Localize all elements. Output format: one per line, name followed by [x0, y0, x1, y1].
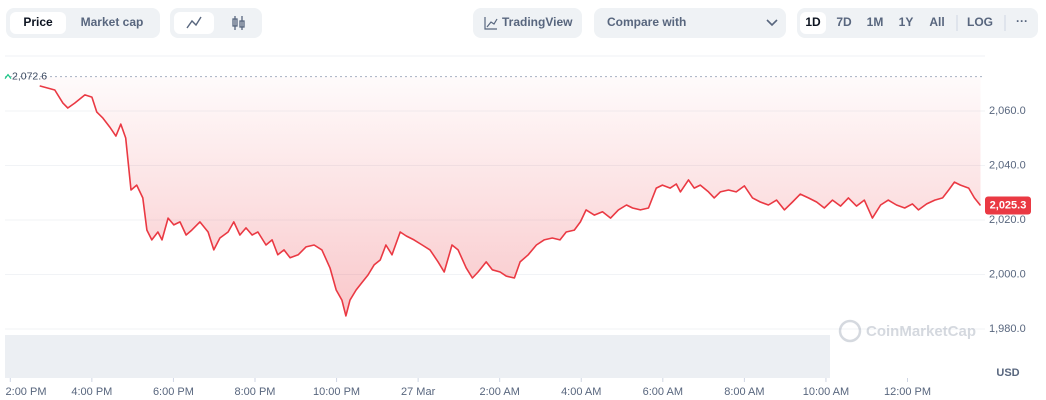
candle-icon[interactable] — [232, 16, 245, 30]
y-tick-label: 2,000.0 — [989, 268, 1026, 280]
x-tick-label: 4:00 PM — [71, 386, 112, 398]
x-tick-label: 10:00 PM — [313, 386, 360, 398]
tradingview-label[interactable]: TradingView — [502, 15, 573, 29]
last-price-box — [985, 196, 1031, 215]
x-tick-label: 2:00 AM — [480, 386, 520, 398]
currency-label: USD — [996, 367, 1019, 379]
range-group — [797, 8, 1038, 38]
range-button[interactable]: 1Y — [899, 15, 914, 29]
reference-label: 2,072.6 — [12, 70, 47, 82]
tv-icon-line — [486, 18, 498, 28]
line-icon — [186, 16, 202, 29]
compare-label[interactable]: Compare with — [607, 15, 686, 29]
tradingview-button[interactable] — [473, 8, 582, 38]
range-active-bg — [800, 12, 826, 34]
price-line — [39, 85, 982, 317]
range-button[interactable]: 1D — [805, 15, 821, 29]
tab-price[interactable]: Price — [23, 15, 53, 29]
x-tick-label: 6:00 PM — [153, 386, 194, 398]
x-tick-label: 8:00 PM — [235, 386, 276, 398]
x-tick-label: 12:00 PM — [884, 386, 931, 398]
watermark: CoinMarketCap — [838, 319, 976, 343]
x-tick-label: 27 Mar — [401, 386, 436, 398]
x-tick-label: 8:00 AM — [724, 386, 764, 398]
range-button[interactable]: 1M — [867, 15, 884, 29]
area-fill — [39, 76, 981, 316]
tab-active-bg — [10, 12, 66, 34]
volume-band — [5, 335, 830, 378]
x-tick-label: 10:00 AM — [803, 386, 849, 398]
y-tick-label: 2,060.0 — [989, 105, 1026, 117]
range-button[interactable]: All — [929, 15, 944, 29]
y-tick-label: 2,020.0 — [989, 214, 1026, 226]
tab-market-cap[interactable]: Market cap — [81, 15, 144, 29]
more-button[interactable]: ··· — [1016, 14, 1028, 28]
tv-icon — [484, 17, 497, 30]
toolbar: Price Market cap TradingView Compare wit… — [6, 8, 1038, 38]
y-tick-label: 1,980.0 — [989, 323, 1026, 335]
compare-select[interactable] — [594, 8, 786, 38]
reference-arrow — [4, 73, 12, 80]
x-tick-label: 6:00 AM — [643, 386, 683, 398]
log-button[interactable]: LOG — [967, 15, 993, 29]
x-tick-label: 4:00 AM — [561, 386, 601, 398]
y-tick-label: 2,040.0 — [989, 159, 1026, 171]
chevron — [766, 19, 778, 27]
watermark-text: CoinMarketCap — [866, 323, 976, 340]
range-button[interactable]: 7D — [836, 15, 852, 29]
x-tick-label: 2:00 PM — [6, 386, 47, 398]
last-price-label: 2,025.3 — [990, 199, 1027, 211]
